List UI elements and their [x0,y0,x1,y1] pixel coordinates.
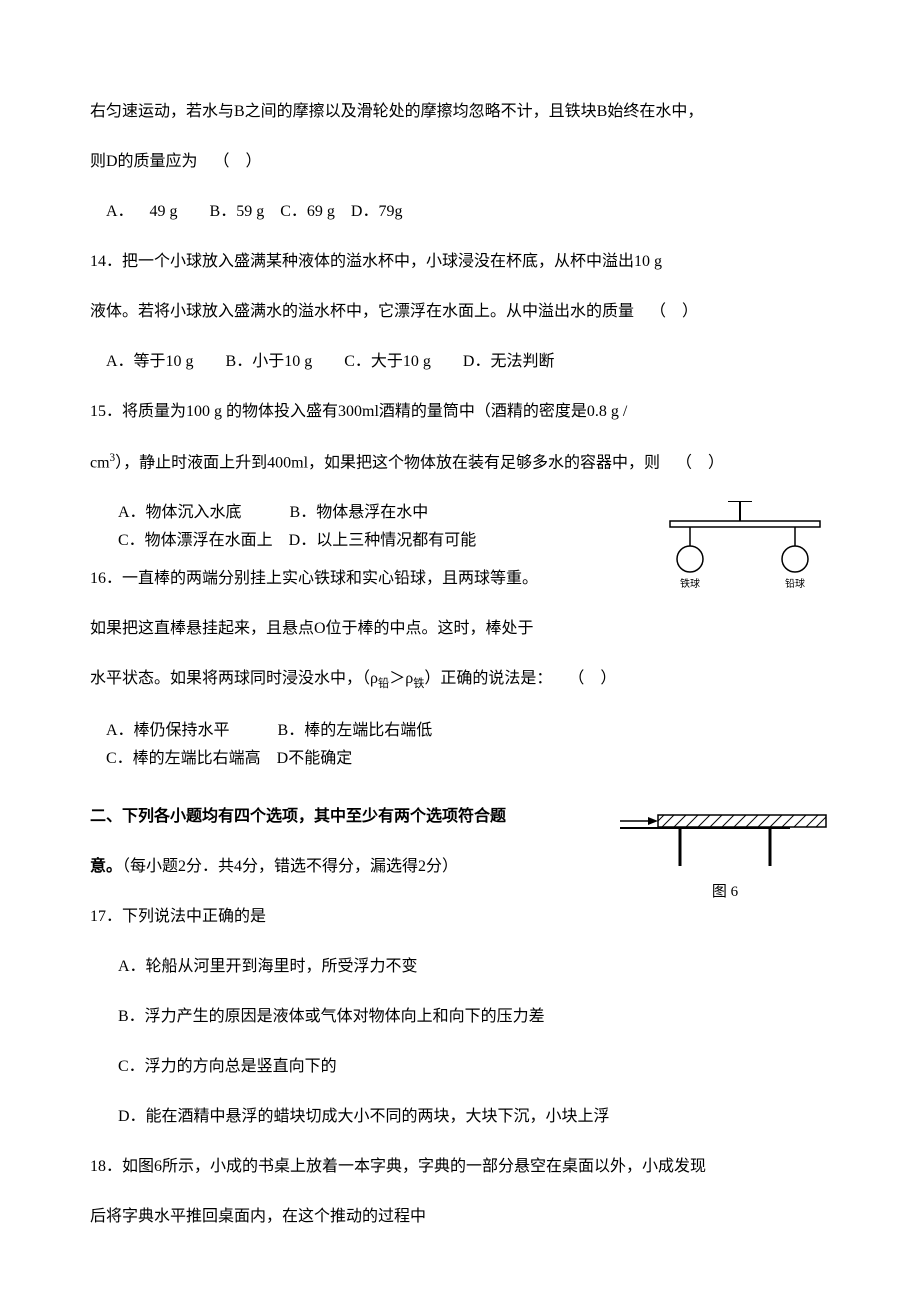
q14-line2: 液体。若将小球放入盛满水的溢水杯中，它漂浮在水面上。从中溢出水的质量 （ ） [90,300,830,324]
q15-line2: cm3），静止时液面上升到400ml，如果把这个物体放在装有足够多水的容器中，则… [90,450,830,475]
q17-stem: 17．下列说法中正确的是 [90,905,830,929]
q15-line2b: ），静止时液面上升到400ml，如果把这个物体放在装有足够多水的容器中，则 （ … [115,454,724,471]
q16-sub2: 铁 [413,679,424,691]
q15-line2a: cm [90,454,110,471]
q15-line1: 15．将质量为100 g 的物体投入盛有300ml酒精的量筒中（酒精的密度是0.… [90,400,830,424]
svg-text:铅球: 铅球 [785,577,805,590]
q18-line2: 后将字典水平推回桌面内，在这个推动的过程中 [90,1205,830,1229]
svg-text:铁球: 铁球 [680,577,700,590]
section2-note: （每小题2分．共4分，错选不得分，漏选得2分） [122,858,458,875]
figure-6: 图 6 [620,811,830,904]
q16-optA: A．棒仍保持水平 B．棒的左端比右端低 [90,719,830,743]
q17-D: D．能在酒精中悬浮的蜡块切成大小不同的两块，大块下沉，小块上浮 [90,1105,830,1129]
q14-line1: 14．把一个小球放入盛满某种液体的溢水杯中，小球浸没在杯底，从杯中溢出10 g [90,250,830,274]
q16-optB: C．棒的左端比右端高 D不能确定 [90,747,830,771]
q13-tail-line1: 右匀速运动，若水与B之间的摩擦以及滑轮处的摩擦均忽略不计，且铁块B始终在水中， [90,100,830,124]
q16-figure: 铁球 铅球 [660,501,830,599]
q18-line1: 18．如图6所示，小成的书桌上放着一本字典，字典的一部分悬空在桌面以外，小成发现 [90,1155,830,1179]
q16-sub1: 铅 [378,679,389,691]
q16-line3b: ＞ρ [389,670,413,687]
q16-line3a: 水平状态。如果将两球同时浸没水中，（ρ [90,670,378,687]
q17-B: B．浮力产生的原因是液体或气体对物体向上和向下的压力差 [90,1005,830,1029]
q17-A: A．轮船从河里开到海里时，所受浮力不变 [90,955,830,979]
q16-line2: 如果把这直棒悬挂起来，且悬点O位于棒的中点。这时，棒处于 [90,617,830,641]
q13-tail-line2: 则D的质量应为 （ ） [90,150,830,174]
q16-line3: 水平状态。如果将两球同时浸没水中，（ρ铅＞ρ铁）正确的说法是： （ ） [90,667,830,693]
section2-title2: 意。 [90,858,122,875]
q17-C: C．浮力的方向总是竖直向下的 [90,1055,830,1079]
q13-options: A． 49 g B．59 g C．69 g D．79g [90,200,830,224]
figure-6-label: 图 6 [620,881,830,904]
q14-options: A．等于10 g B．小于10 g C．大于10 g D．无法判断 [90,350,830,374]
q16-line3c: ）正确的说法是： （ ） [424,670,616,687]
